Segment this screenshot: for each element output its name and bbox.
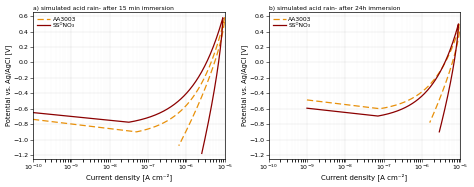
Legend: AA3003, SSᴼNO₃: AA3003, SSᴼNO₃	[272, 15, 313, 29]
X-axis label: Current density [A cm⁻²]: Current density [A cm⁻²]	[321, 174, 408, 181]
Text: b) simulated acid rain- after 24h immersion: b) simulated acid rain- after 24h immers…	[269, 6, 400, 10]
Text: a) simulated acid rain- after 15 min immersion: a) simulated acid rain- after 15 min imm…	[33, 6, 174, 10]
Legend: AA3003, SSᴼNO₃: AA3003, SSᴼNO₃	[36, 15, 77, 29]
Y-axis label: Potential vs. Ag/AgCl [V]: Potential vs. Ag/AgCl [V]	[241, 45, 248, 126]
X-axis label: Current density [A cm⁻²]: Current density [A cm⁻²]	[86, 174, 172, 181]
Y-axis label: Potential vs. Ag/AgCl [V]: Potential vs. Ag/AgCl [V]	[6, 45, 12, 126]
